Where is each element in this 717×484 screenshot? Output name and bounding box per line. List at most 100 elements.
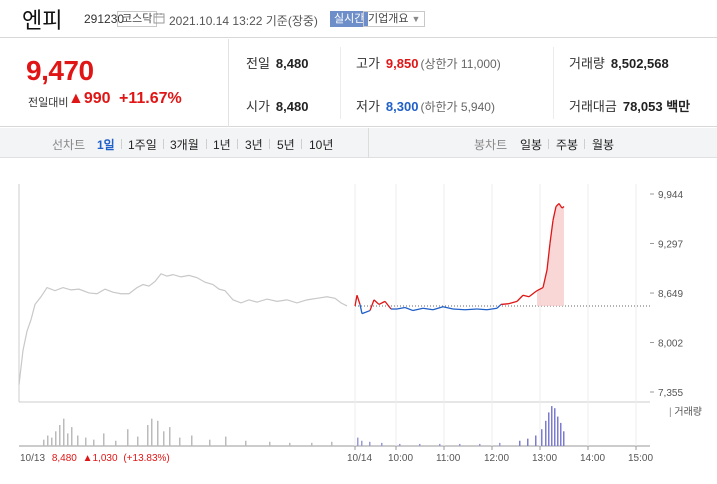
tab-3m[interactable]: 3개월 [170, 138, 199, 152]
volume-bar [209, 439, 211, 446]
volume-bar [225, 436, 227, 446]
tab-separator [301, 139, 302, 149]
tab-1y[interactable]: 1년 [213, 138, 231, 152]
today-segment-up [549, 220, 554, 244]
volume-bar [563, 431, 565, 446]
volume-bar [419, 443, 421, 446]
y-tick-label: 8,002 [658, 339, 683, 350]
prev-close-label: 전일 [246, 56, 270, 71]
today-segment-up [384, 300, 392, 310]
x-tick-label: 14:00 [580, 453, 605, 464]
today-segment-down [412, 307, 424, 312]
x-tick-label: 11:00 [436, 453, 461, 464]
price-change: ▲990 [68, 90, 111, 108]
today-segment-down [396, 306, 406, 310]
prev-day-change-pct: (+13.83%) [123, 453, 169, 464]
divider [340, 47, 341, 119]
today-segment-up [508, 300, 518, 305]
live-button[interactable]: 실시간 [330, 11, 369, 27]
volume-bar [381, 442, 383, 446]
volume-bar [157, 420, 159, 446]
today-segment-down [476, 308, 488, 311]
volume-bar [499, 442, 501, 446]
chevron-down-icon: ▼ [411, 14, 421, 24]
volume-bar [357, 437, 359, 446]
tab-separator [269, 139, 270, 149]
tab-5y[interactable]: 5년 [277, 138, 295, 152]
volume-bar [554, 408, 556, 446]
tab-1w[interactable]: 1주일 [128, 138, 157, 152]
today-segment-up [555, 203, 560, 207]
line-chart-label: 선차트 [52, 138, 86, 152]
today-segment-up [528, 290, 538, 298]
volume-value: 8,502,568 [610, 56, 669, 71]
today-segment-down [464, 308, 478, 311]
today-up-fill [537, 203, 564, 306]
today-segment-up [356, 295, 361, 305]
volume-label: 거래량 [569, 56, 605, 71]
volume-bar [519, 440, 521, 446]
today-segment-up [542, 269, 548, 288]
tab-separator [121, 139, 122, 149]
high-label: 고가 [356, 56, 380, 71]
today-segment-up [552, 206, 557, 221]
tab-weekly[interactable]: 주봉 [556, 138, 579, 152]
lower-limit: (하한가 5,940) [420, 100, 495, 114]
low-price: 저가 8,300 (하한가 5,940) [356, 96, 495, 115]
today-segment-down [422, 307, 434, 311]
y-axis-ticks: 9,944 9,297 8,649 8,002 7,355 [658, 190, 683, 399]
volume-bar [245, 440, 247, 446]
volume-bar [151, 418, 153, 446]
volume-bar [163, 431, 165, 446]
company-info-dropdown[interactable]: 기업개요 ▼ [363, 11, 426, 27]
tab-10y[interactable]: 10년 [309, 138, 334, 152]
x-tick-label: 10/14 [347, 453, 372, 464]
chart-period-tabs: 선차트 1일 1주일 3개월 1년 3년 5년 10년 봉차트 일봉 주봉 월봉 [0, 128, 717, 158]
tab-group-divider [368, 128, 369, 158]
price-summary: 9,470 전일대비 ▲990 +11.67% [0, 39, 229, 127]
volume-bar [71, 427, 73, 446]
today-segment-up [378, 300, 386, 306]
volume-bar [439, 443, 441, 446]
open-value: 8,480 [275, 99, 309, 114]
prev-close: 전일 8,480 [246, 53, 308, 72]
x-tick-label: 10:00 [388, 453, 413, 464]
low-label: 저가 [356, 99, 380, 114]
today-segment-down [404, 306, 414, 312]
tab-1d[interactable]: 1일 [97, 138, 115, 152]
tab-monthly[interactable]: 월봉 [592, 138, 615, 152]
high-price: 고가 9,850 (상한가 11,000) [356, 53, 501, 72]
today-fill [537, 203, 564, 306]
change-label: 전일대비 [28, 97, 69, 109]
volume-bar [137, 436, 139, 446]
x-tick-label: 13:00 [532, 453, 557, 464]
high-value: 9,850 [385, 56, 419, 71]
volume-bar [63, 418, 65, 446]
amount-label: 거래대금 [569, 99, 617, 114]
current-price: 9,470 [26, 55, 94, 86]
calendar-icon [153, 13, 165, 24]
volume-bar [67, 433, 69, 446]
divider [553, 47, 554, 119]
prev-day-change: 1,030 [93, 453, 118, 464]
tab-separator [206, 139, 207, 149]
today-segment-down [365, 309, 371, 313]
volume-bar [545, 420, 547, 446]
today-segment-up [516, 294, 524, 302]
today-segment-down [361, 311, 367, 315]
volume-bar [289, 442, 291, 446]
volume-legend: | 거래량 [669, 406, 702, 418]
volume-bar [541, 429, 543, 446]
tab-daily[interactable]: 일봉 [520, 138, 543, 152]
tab-separator [237, 139, 238, 149]
tab-separator [163, 139, 164, 149]
price-change-value: 990 [83, 90, 111, 107]
tab-separator [584, 139, 585, 149]
volume-bar [527, 438, 529, 446]
today-segment-up [558, 203, 563, 209]
volume-bar [93, 439, 95, 446]
volume-bar [43, 439, 45, 446]
volume-bar [85, 437, 87, 446]
tab-3y[interactable]: 3년 [245, 138, 263, 152]
up-triangle-icon: ▲ [83, 453, 93, 464]
